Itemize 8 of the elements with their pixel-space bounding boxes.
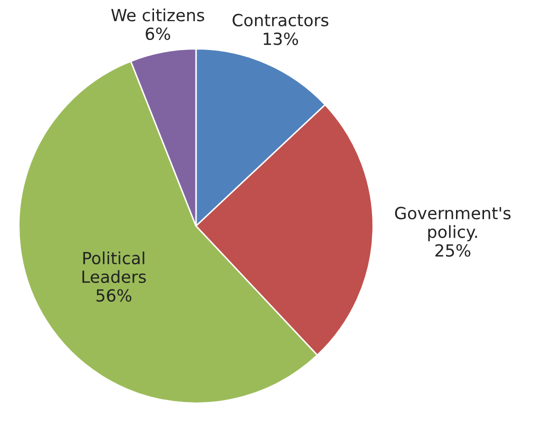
slice-label: Political Leaders (82, 251, 146, 284)
data-label: 56% (96, 289, 132, 302)
data-label: 25% (435, 244, 470, 257)
data-label: 6% (146, 27, 170, 40)
slice-label: Government's policy. (395, 206, 511, 242)
slice-label: Contractors (232, 14, 328, 26)
data-label: 13% (264, 32, 298, 46)
slice-label: We citizens (111, 8, 204, 22)
